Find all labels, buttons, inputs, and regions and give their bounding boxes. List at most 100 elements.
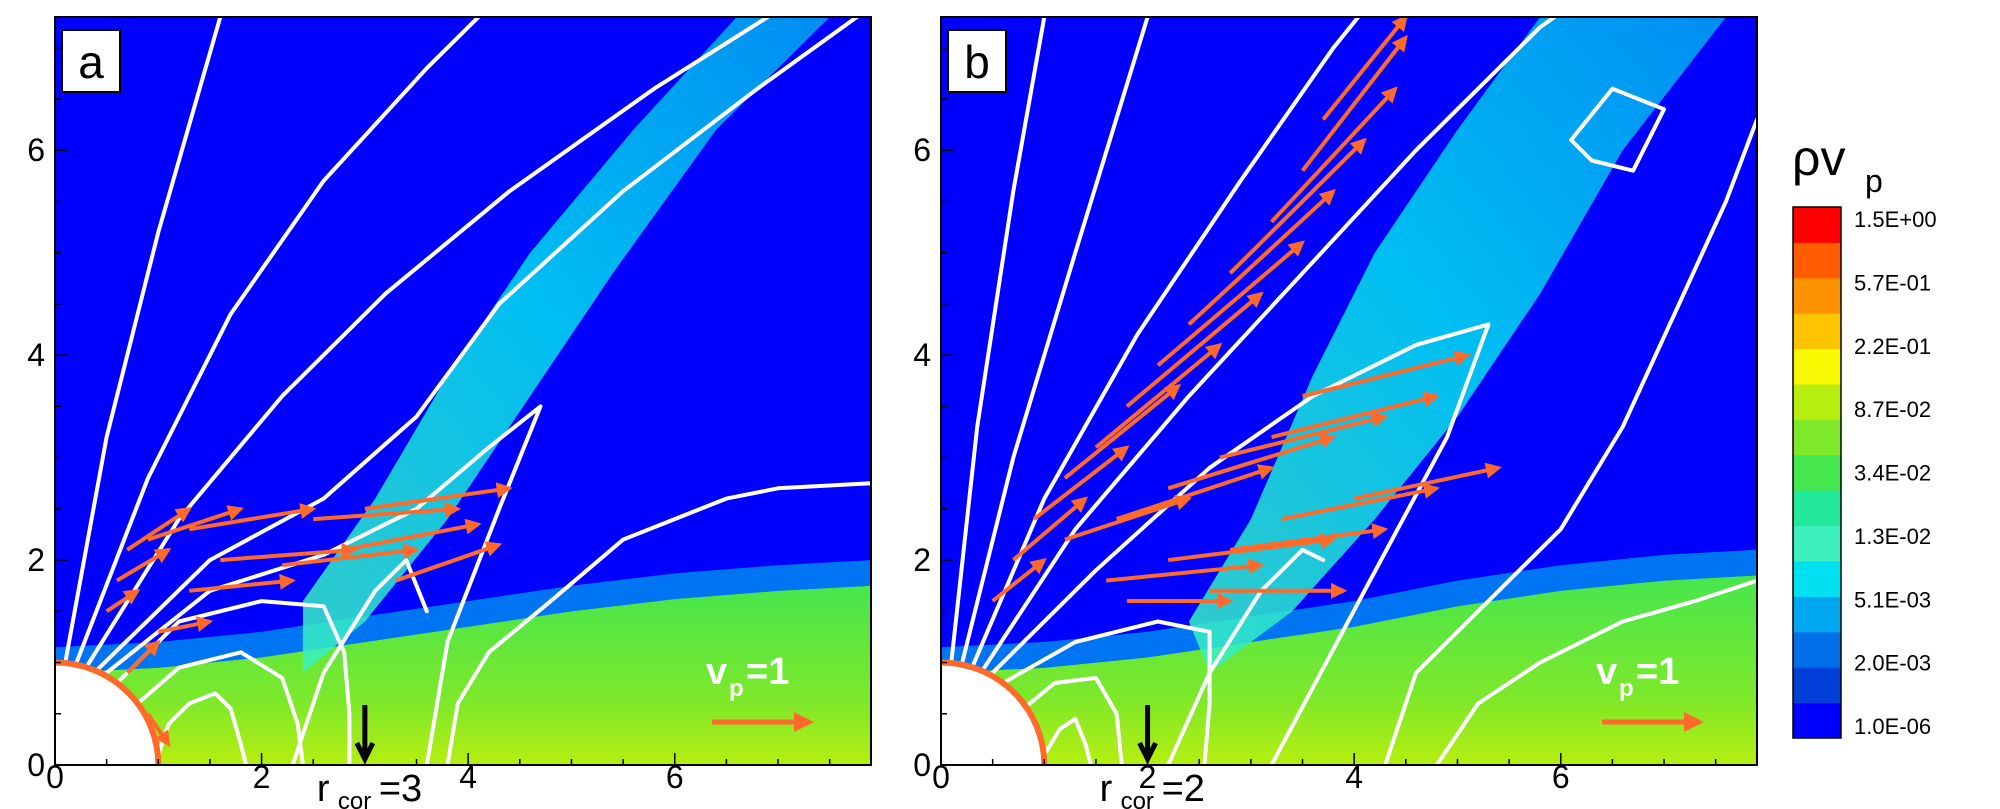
panel-b-axes: 0 2 4 6 0 2 4 6 bbox=[913, 46, 1717, 795]
velocity-vector bbox=[1064, 495, 1192, 542]
colorbar-swatch bbox=[1793, 596, 1841, 633]
panel-b-velocity-key: v p =1 bbox=[1596, 651, 1704, 732]
colorbar-label: 3.4E-02 bbox=[1854, 461, 1931, 486]
corotation-value: =3 bbox=[379, 768, 422, 809]
field-line bbox=[980, 17, 1558, 673]
panel-a-velocity-key: v p =1 bbox=[706, 651, 814, 732]
disk-corona-band bbox=[55, 560, 871, 673]
field-line bbox=[1383, 117, 1757, 765]
panel-a: 0 2 4 6 0 2 4 6 a v p =1 r cor =3 bbox=[27, 16, 872, 809]
panel-a-corotation: r cor =3 bbox=[317, 705, 422, 809]
colorbar-label: 1.0E-06 bbox=[1854, 714, 1931, 739]
velocity-key-value: =1 bbox=[746, 651, 789, 693]
velocity-vector bbox=[1032, 445, 1130, 521]
velocity-vector bbox=[1228, 137, 1367, 275]
field-line bbox=[94, 17, 861, 673]
velocity-vector bbox=[1353, 462, 1502, 501]
colorbar-labels: 1.0E-06 2.0E-03 5.1E-03 1.3E-02 3.4E-02 8.7E-… bbox=[1854, 207, 1937, 739]
colorbar-swatches bbox=[1793, 207, 1841, 739]
colorbar-title: ρv bbox=[1792, 130, 1845, 186]
y-tick-label: 0 bbox=[27, 747, 45, 783]
velocity-vector bbox=[1125, 291, 1264, 408]
velocity-key-base: v bbox=[706, 651, 727, 693]
y-tick-label: 6 bbox=[27, 132, 45, 168]
velocity-vector bbox=[1271, 391, 1440, 440]
velocity-vector bbox=[188, 503, 317, 532]
corotation-sub: cor bbox=[1121, 788, 1154, 809]
field-line bbox=[970, 17, 1361, 670]
velocity-vector bbox=[125, 639, 161, 675]
field-line bbox=[104, 404, 543, 765]
velocity-vector bbox=[343, 518, 482, 552]
panel-b-frame bbox=[940, 16, 1758, 766]
colorbar-frame bbox=[1792, 206, 1842, 739]
velocity-vector bbox=[991, 558, 1047, 603]
corotation-sub: cor bbox=[338, 788, 371, 809]
panel-a-label: a bbox=[78, 36, 104, 88]
y-tick-label: 2 bbox=[913, 542, 931, 578]
colorbar-swatch bbox=[1793, 631, 1841, 668]
velocity-vector bbox=[1167, 433, 1337, 491]
corotation-value: =2 bbox=[1162, 768, 1205, 809]
panel-a-velocity-vectors bbox=[105, 482, 513, 748]
velocity-vector bbox=[1187, 189, 1336, 326]
panel-b: 0 2 4 6 0 2 4 6 b v p =1 r cor =2 bbox=[913, 16, 1758, 809]
colorbar-label: 2.2E-01 bbox=[1854, 334, 1931, 359]
velocity-vector bbox=[1012, 496, 1089, 562]
x-tick-label: 4 bbox=[1345, 759, 1363, 795]
velocity-vector bbox=[1281, 482, 1440, 522]
colorbar-swatch bbox=[1793, 207, 1841, 243]
velocity-vector bbox=[1229, 523, 1389, 552]
colorbar-label: 1.5E+00 bbox=[1854, 207, 1937, 232]
velocity-vector bbox=[1270, 86, 1398, 224]
x-tick-label: 2 bbox=[1139, 759, 1157, 795]
corotation-arrow bbox=[1137, 705, 1158, 765]
panel-b-corotation: r cor =2 bbox=[1100, 705, 1205, 809]
y-tick-label: 6 bbox=[913, 132, 931, 168]
panel-a-frame bbox=[54, 16, 872, 766]
colorbar-swatch bbox=[1793, 667, 1841, 704]
panel-b-star bbox=[941, 659, 1048, 765]
corotation-arrow bbox=[354, 705, 376, 765]
central-star bbox=[55, 662, 159, 765]
velocity-vector bbox=[1115, 464, 1275, 521]
velocity-vector bbox=[313, 501, 462, 522]
field-line bbox=[156, 691, 249, 765]
disk-corona-band bbox=[941, 549, 1757, 673]
velocity-vector bbox=[105, 589, 141, 613]
colorbar-title-sub: p bbox=[1865, 163, 1883, 199]
velocity-vector bbox=[1106, 558, 1265, 583]
star-surface-flow bbox=[941, 659, 1048, 765]
x-tick-label: 0 bbox=[932, 759, 950, 795]
corotation-base: r bbox=[1100, 768, 1113, 809]
field-line bbox=[1021, 675, 1124, 765]
x-tick-label: 4 bbox=[459, 759, 477, 795]
panel-b-label-box bbox=[947, 29, 1007, 93]
accretion-disk-region bbox=[941, 575, 1757, 765]
field-line bbox=[949, 17, 1047, 665]
panel-a-star bbox=[55, 659, 162, 765]
x-tick-label: 6 bbox=[1552, 759, 1570, 795]
colorbar-swatch bbox=[1793, 561, 1841, 597]
colorbar-label: 8.7E-02 bbox=[1854, 397, 1931, 422]
panel-a-label-box bbox=[61, 29, 121, 93]
field-line bbox=[73, 17, 481, 667]
field-line bbox=[990, 322, 1491, 765]
colorbar: ρv p 1.0E-06 2.0E-03 5.1E-03 1.3E-02 3.4E-02… bbox=[1792, 130, 1937, 739]
velocity-vector bbox=[1321, 17, 1408, 121]
field-line bbox=[1434, 578, 1757, 765]
y-tick-label: 0 bbox=[913, 747, 931, 783]
corotation-base: r bbox=[317, 768, 330, 809]
field-line bbox=[135, 650, 305, 765]
velocity-vector bbox=[395, 541, 503, 583]
accretion-disk-region bbox=[55, 585, 871, 765]
field-line bbox=[1569, 86, 1666, 173]
colorbar-swatch bbox=[1793, 525, 1841, 562]
x-tick-label: 2 bbox=[253, 759, 271, 795]
field-line bbox=[1001, 619, 1212, 765]
y-tick-label: 2 bbox=[27, 542, 45, 578]
velocity-key-sub: p bbox=[729, 675, 744, 702]
star-surface-flow bbox=[55, 659, 162, 765]
colorbar-swatch bbox=[1793, 454, 1841, 491]
